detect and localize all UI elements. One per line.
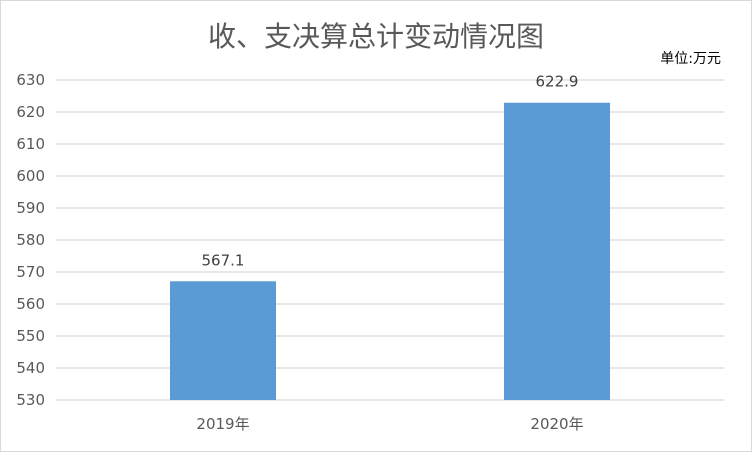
- unit-label: 单位:万元: [660, 51, 721, 67]
- x-tick-label: 2020年: [530, 415, 583, 433]
- data-label: 567.1: [202, 251, 245, 269]
- chart-title: 收、支决算总计变动情况图: [207, 20, 544, 53]
- y-tick-label: 600: [16, 167, 45, 185]
- data-label: 622.9: [536, 73, 579, 91]
- y-tick-label: 610: [16, 135, 45, 153]
- y-tick-label: 580: [16, 231, 45, 249]
- y-tick-label: 620: [16, 103, 45, 121]
- bar: [504, 102, 610, 400]
- bar: [170, 281, 276, 400]
- y-tick-label: 590: [16, 199, 45, 217]
- y-tick-label: 550: [16, 327, 45, 345]
- y-tick-label: 570: [16, 263, 45, 281]
- y-tick-label: 560: [16, 295, 45, 313]
- y-tick-label: 540: [16, 359, 45, 377]
- x-tick-label: 2019年: [196, 415, 249, 433]
- y-tick-label: 530: [16, 391, 45, 409]
- y-tick-label: 630: [16, 71, 45, 89]
